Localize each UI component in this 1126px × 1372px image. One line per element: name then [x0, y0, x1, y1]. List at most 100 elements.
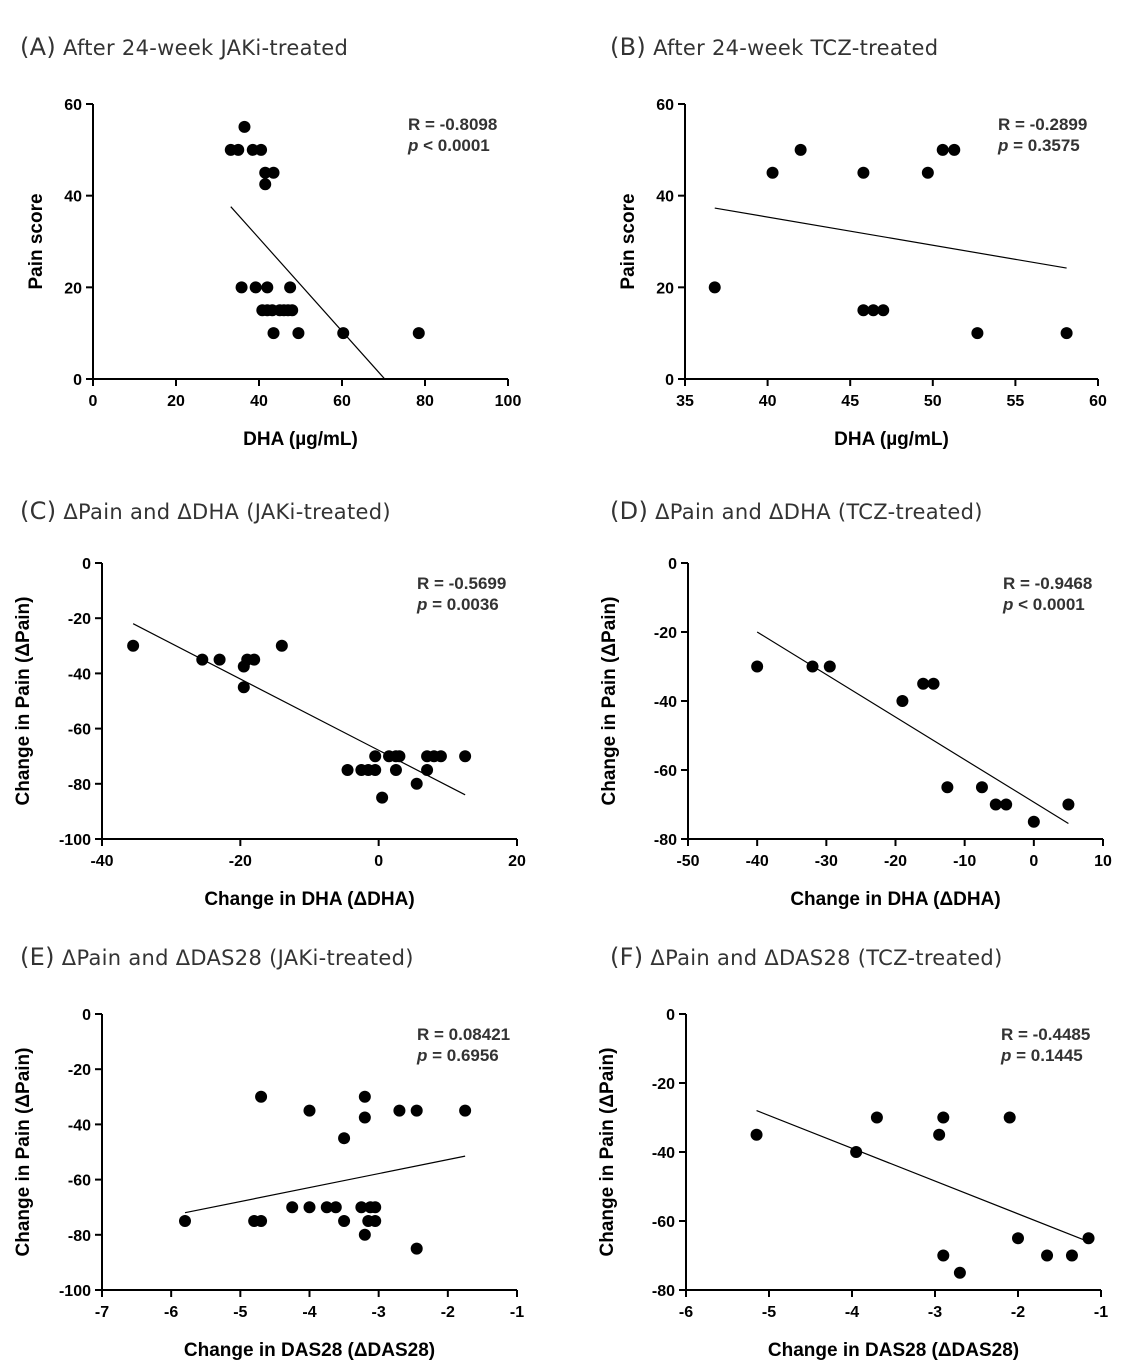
y-tick-label: 20: [64, 280, 82, 297]
scatter-plot-c: -40 -20 0 20 -100 -80 -60 -40 -20 0 Change in DHA …: [13, 556, 526, 910]
y-axis-label: Pain score: [618, 193, 639, 289]
x-tick-label: -4: [845, 1304, 859, 1321]
data-point: [434, 750, 447, 763]
regression-line: [184, 1155, 466, 1214]
p-number: = 0.1445: [1011, 1046, 1082, 1065]
data-point: [410, 1242, 423, 1255]
y-tick-label: -20: [652, 1076, 675, 1093]
x-tick-label: 35: [676, 393, 694, 410]
r-value: R = -0.9468: [1003, 574, 1092, 593]
x-tick-label: -2: [441, 1304, 455, 1321]
data-point: [870, 1111, 883, 1124]
data-point: [857, 166, 870, 179]
data-point: [213, 653, 226, 666]
panel-title-text: After 24-week JAKi-treated: [63, 36, 349, 60]
x-tick-label: -6: [164, 1304, 178, 1321]
data-point: [286, 304, 299, 317]
panel-title: (A) After 24-week JAKi-treated: [20, 33, 348, 61]
data-point: [1012, 1232, 1024, 1245]
data-point: [232, 143, 245, 156]
data-point: [948, 143, 961, 156]
data-point: [412, 327, 425, 340]
data-point: [235, 281, 248, 294]
data-point: [766, 166, 779, 179]
data-point: [338, 1132, 351, 1145]
x-tick-label: -1: [1094, 1304, 1108, 1321]
p-number: = 0.6956: [427, 1046, 498, 1065]
scatter-plot-a: 0 20 40 60 80 100 0 20 40 60 DHA (µg/mL) Pain score…: [26, 97, 521, 450]
data-point: [933, 1128, 946, 1141]
data-point: [303, 1104, 316, 1117]
y-tick-label: -60: [68, 1173, 91, 1190]
data-point: [896, 695, 909, 707]
p-symbol: p: [407, 136, 418, 155]
regression-line: [230, 206, 386, 380]
x-tick-label: -3: [372, 1304, 386, 1321]
data-point: [1027, 815, 1040, 828]
p-number: = 0.0036: [427, 595, 498, 614]
data-point: [358, 1228, 371, 1241]
data-point: [750, 1128, 763, 1141]
data-point: [249, 281, 262, 294]
y-tick-label: -80: [68, 1228, 91, 1245]
y-tick-label: -60: [652, 1214, 675, 1231]
panel-title-text: ΔPain and ΔDAS28 (JAKi-treated): [61, 946, 414, 970]
data-point: [850, 1146, 863, 1158]
r-value: R = -0.8098: [408, 115, 497, 134]
x-tick-label: 10: [1094, 853, 1112, 870]
p-value: p = 0.3575: [997, 136, 1080, 155]
data-point: [259, 166, 272, 179]
data-point: [927, 677, 940, 690]
data-point: [953, 1266, 966, 1279]
data-point: [237, 681, 250, 694]
y-tick-label: -20: [654, 625, 677, 642]
panel-title: (E) ΔPain and ΔDAS28 (JAKi-treated): [20, 943, 414, 971]
data-point: [369, 1215, 382, 1227]
x-tick-label: -10: [953, 853, 976, 870]
data-point: [989, 798, 1002, 811]
y-tick-label: 40: [656, 189, 674, 206]
x-tick-label: 0: [1029, 853, 1038, 870]
y-tick-label: -20: [68, 611, 91, 628]
r-value: R = -0.5699: [417, 574, 506, 593]
data-point: [1041, 1249, 1054, 1262]
data-point: [246, 143, 259, 156]
p-value: p = 0.0036: [416, 595, 499, 614]
data-point: [1062, 798, 1075, 811]
data-point: [1003, 1111, 1016, 1124]
panel-letter: (D): [610, 497, 649, 525]
y-tick-label: -100: [59, 1283, 91, 1300]
data-point: [941, 781, 954, 794]
panel-letter: (B): [610, 33, 647, 61]
p-symbol: p: [416, 595, 427, 614]
data-point: [369, 1201, 382, 1214]
data-point: [917, 677, 930, 690]
y-tick-label: -100: [59, 832, 91, 849]
data-point: [320, 1201, 333, 1214]
x-tick-label: 20: [508, 853, 526, 870]
data-point: [975, 781, 988, 794]
p-symbol: p: [997, 136, 1008, 155]
data-point: [410, 1104, 423, 1117]
panel-title-text: After 24-week TCZ-treated: [653, 36, 939, 60]
data-point: [1060, 327, 1073, 340]
x-tick-label: 60: [1089, 393, 1107, 410]
x-axis-label: Change in DAS28 (ΔDAS28): [184, 1340, 435, 1361]
data-point: [877, 304, 890, 317]
data-point: [255, 1090, 268, 1103]
y-tick-label: -40: [68, 666, 91, 683]
y-tick-label: 40: [64, 189, 82, 206]
x-tick-label: 80: [416, 393, 434, 410]
x-tick-label: 20: [167, 393, 185, 410]
x-tick-label: 55: [1007, 393, 1025, 410]
x-tick-label: -2: [1011, 1304, 1025, 1321]
data-point: [410, 777, 423, 790]
r-value: R = -0.4485: [1001, 1025, 1090, 1044]
y-tick-label: -80: [68, 777, 91, 794]
panel-title: (D) ΔPain and ΔDHA (TCZ-treated): [610, 497, 983, 525]
data-point: [337, 327, 350, 340]
x-axis-label: Change in DAS28 (ΔDAS28): [768, 1340, 1019, 1361]
x-tick-label: 0: [89, 393, 98, 410]
x-tick-label: -3: [928, 1304, 942, 1321]
